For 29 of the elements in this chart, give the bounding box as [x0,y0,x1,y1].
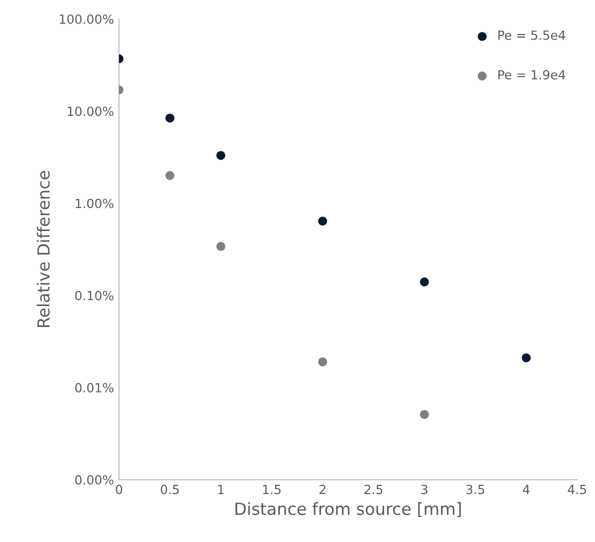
y-tick-label: 100.00% [60,14,114,24]
point [216,242,226,251]
point [420,277,429,286]
point [522,353,531,362]
x-tick-label: 1 [218,484,224,494]
legend-label: Pe = 1.9e4 [498,70,566,80]
x-tick-label: 0 [116,484,122,494]
x-tick-label: 4 [522,484,530,494]
point [318,216,328,226]
y-axis-title: Relative Difference [36,170,50,328]
point [165,114,174,123]
x-tick-label: 2 [320,484,326,494]
point [420,410,429,419]
y-tick-label: 0.10% [75,290,114,300]
legend-label: Pe = 5.5e4 [498,30,566,40]
point [165,171,174,180]
x-tick-label: 4.5 [568,484,586,494]
y-tick-label: 0.00% [75,475,114,485]
x-tick-label: 1.5 [263,484,281,494]
y-tick-label: 0.01% [75,383,114,392]
x-tick-label: 3 [421,484,428,494]
point [318,357,328,366]
x-tick-label: 2.5 [364,484,382,494]
x-tick-label: 0.5 [160,484,179,494]
point [216,150,226,160]
y-tick-label: 1.00% [76,198,114,208]
x-axis-title: Distance from source [mm] [236,502,461,518]
x-tick-label: 3.5 [466,484,484,494]
y-tick-label: 10.00% [68,106,114,116]
